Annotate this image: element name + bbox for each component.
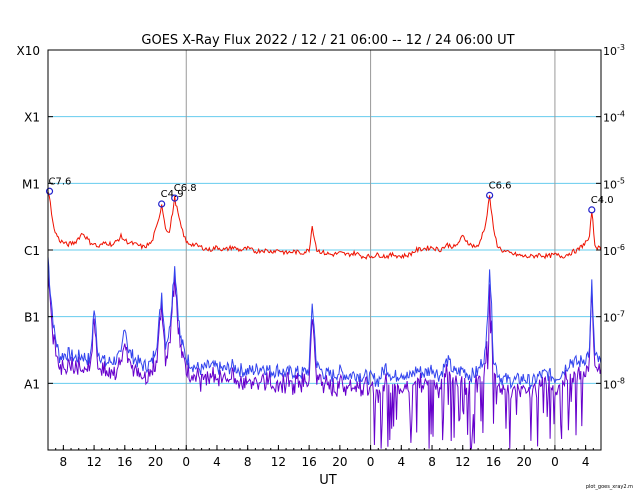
- day-boundary-lines: [185, 50, 556, 450]
- flare-label: C6.6: [489, 180, 512, 191]
- y-flux-label: 10-7: [603, 310, 625, 325]
- x-tick-label: 0: [182, 455, 190, 469]
- axis-labels: 8 12 16 20 0 4 8 12 16 20 0 4 8 12 16 20 0 4 A1 B1 C1 M1 X1 X10…: [17, 43, 625, 469]
- series-short-dark-line: [47, 270, 602, 450]
- y-class-label: M1: [22, 177, 40, 191]
- footer-text: plot_goes_xray2.m: [586, 484, 633, 490]
- y-flux-label: 10-6: [603, 243, 625, 258]
- y-flux-label-exponent: -8: [617, 376, 625, 385]
- x-tick-label: 8: [60, 455, 68, 469]
- y-flux-label: 10-5: [603, 176, 625, 191]
- y-flux-label-exponent: -7: [617, 310, 625, 319]
- y-flux-label: 10-3: [603, 43, 625, 58]
- series-short-line: [47, 256, 602, 390]
- x-tick-label: 4: [582, 455, 590, 469]
- flare-marker: [45, 187, 54, 195]
- x-tick-label: 16: [117, 455, 132, 469]
- y-flux-label-exponent: -4: [617, 110, 625, 119]
- y-flux-label-exponent: -6: [617, 243, 625, 252]
- flare-label: C4.9: [161, 189, 184, 200]
- x-tick-label: 20: [517, 455, 532, 469]
- chart-title: GOES X-Ray Flux 2022 / 12 / 21 06:00 -- …: [141, 33, 514, 48]
- series-layer: [47, 191, 602, 450]
- x-tick-label: 0: [367, 455, 375, 469]
- x-tick-label: 8: [428, 455, 436, 469]
- x-tick-label: 8: [244, 455, 252, 469]
- x-tick-label: 4: [397, 455, 405, 469]
- axes: [47, 49, 602, 451]
- flare-marker: [486, 191, 494, 199]
- flare-marker: [588, 206, 596, 214]
- x-tick-label: 20: [148, 455, 163, 469]
- y-flux-label-base: 10: [603, 112, 617, 125]
- series-long-line: [47, 191, 602, 260]
- x-axis-label: UT: [319, 473, 337, 488]
- x-tick-label: 12: [86, 455, 101, 469]
- x-tick-label: 12: [455, 455, 470, 469]
- flare-label: C6.8: [174, 183, 197, 194]
- y-class-label: A1: [24, 377, 40, 391]
- y-flux-label-base: 10: [603, 378, 617, 391]
- y-class-label: B1: [24, 311, 40, 325]
- y-flux-label-base: 10: [603, 312, 617, 325]
- y-flux-label-base: 10: [603, 245, 617, 258]
- y-class-label: X1: [24, 111, 40, 125]
- y-class-label: C1: [24, 244, 40, 258]
- flare-label: C7.6: [49, 176, 72, 187]
- x-tick-label: 16: [486, 455, 501, 469]
- x-tick-label: 12: [271, 455, 286, 469]
- y-flux-label-base: 10: [603, 178, 617, 191]
- y-flux-label-exponent: -5: [617, 176, 625, 185]
- flare-label: C4.0: [591, 195, 614, 206]
- y-flux-label: 10-4: [603, 110, 625, 125]
- flare-marker: [171, 194, 179, 202]
- y-flux-label: 10-8: [603, 376, 625, 391]
- x-tick-label: 20: [332, 455, 347, 469]
- y-flux-label-exponent: -3: [617, 43, 625, 52]
- x-tick-label: 4: [213, 455, 221, 469]
- flare-marker: [158, 200, 166, 208]
- flare-markers: C7.6 C4.9C6.8 C6.6 C4.0: [45, 176, 614, 214]
- x-tick-label: 0: [551, 455, 559, 469]
- x-tick-label: 16: [301, 455, 316, 469]
- grid-lines: [48, 116, 601, 384]
- y-class-label: X10: [17, 44, 41, 58]
- y-flux-label-base: 10: [603, 45, 617, 58]
